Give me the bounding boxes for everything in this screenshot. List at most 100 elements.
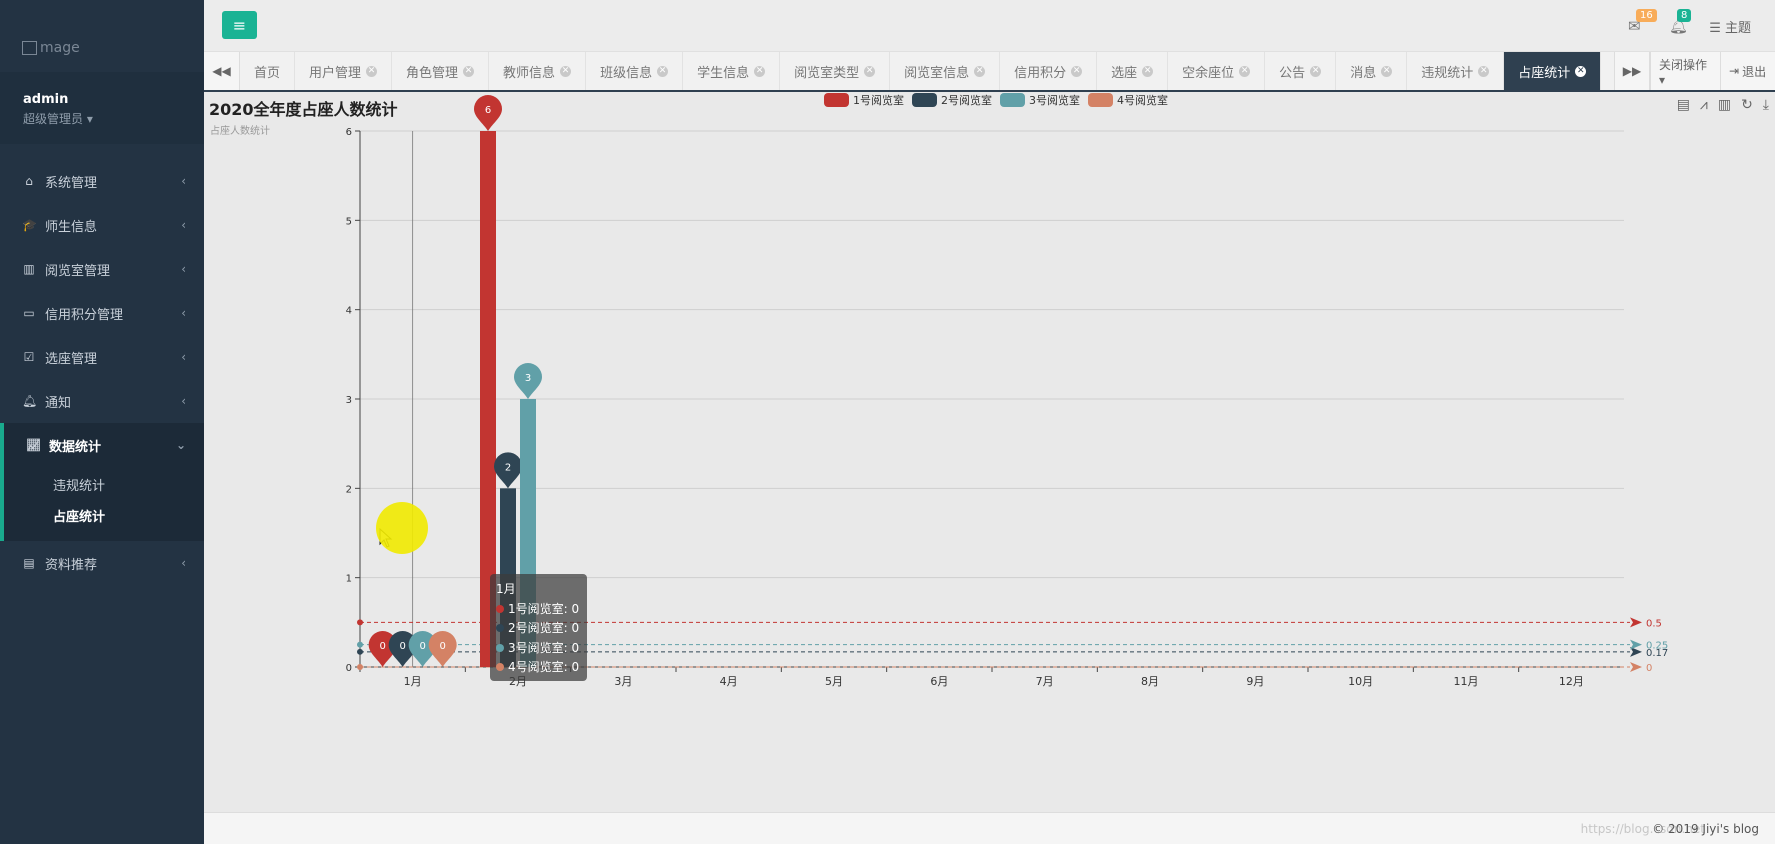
- user-role-dropdown[interactable]: 超级管理员 ▾: [23, 112, 93, 126]
- tab-label: 公告: [1279, 65, 1306, 81]
- tab-home[interactable]: 首页: [240, 52, 296, 90]
- brand-logo: mage: [0, 0, 204, 72]
- page-tabs: ◀◀ 首页 用户管理 ✕ 角色管理 ✕ 教师信息 ✕ 班级信息 ✕ 学生信息 ✕ 阅览室类…: [204, 52, 1775, 92]
- bar-chart-icon[interactable]: ▥: [1717, 97, 1732, 113]
- tab-label: 信用积分: [1014, 65, 1067, 81]
- tab-seat-select[interactable]: 选座 ✕: [1097, 52, 1169, 90]
- sidebar-item-label: 系统管理: [45, 175, 98, 191]
- backward-icon: ◀◀: [212, 64, 231, 78]
- close-icon[interactable]: ✕: [366, 65, 378, 77]
- sidebar-item-credit[interactable]: ▭ 信用积分管理 ‹: [0, 291, 204, 335]
- markpoint-pin: [474, 95, 502, 131]
- tabs-scroll-right-button[interactable]: ▶▶: [1614, 52, 1650, 90]
- sidebar-subitem-occupancy[interactable]: 占座统计: [53, 510, 106, 525]
- chart-tooltip: 1月 1号阅览室: 0 2号阅览室: 0 3号阅览室: 0 4号阅览室: 0: [490, 574, 587, 681]
- book-open-icon: ▤: [23, 556, 35, 570]
- theme-label: 主题: [1724, 21, 1751, 36]
- user-profile[interactable]: admin 超级管理员 ▾: [0, 72, 204, 144]
- calendar-check-icon: ☑: [23, 350, 35, 364]
- markline-arrow: [1630, 662, 1642, 672]
- markpoint-pin: [494, 452, 522, 489]
- tab-list: 首页 用户管理 ✕ 角色管理 ✕ 教师信息 ✕ 班级信息 ✕ 学生信息 ✕ 阅览室类型 ✕ …: [240, 52, 1602, 90]
- tab-announcements[interactable]: 公告 ✕: [1265, 52, 1337, 90]
- notifications-button[interactable]: 🔔︎ 8: [1669, 9, 1692, 35]
- data-view-icon[interactable]: ▤: [1676, 97, 1690, 113]
- sidebar-item-system[interactable]: ⌂ 系统管理 ‹: [0, 159, 204, 203]
- refresh-icon[interactable]: ↻: [1741, 97, 1753, 113]
- user-name: admin: [23, 92, 69, 107]
- sidebar-subitem-violation[interactable]: 违规统计: [53, 479, 106, 494]
- sidebar-item-rooms[interactable]: ▥ 阅览室管理 ‹: [0, 247, 204, 291]
- legend-label: 3号阅览室: [1029, 93, 1080, 107]
- chevron-left-icon: ‹: [181, 174, 186, 188]
- sidebar-item-people[interactable]: 🎓 师生信息 ‹: [0, 203, 204, 247]
- tab-roles[interactable]: 角色管理 ✕: [392, 52, 490, 90]
- sidebar-item-stats[interactable]: 📈︎ 数据统计 ⌄: [0, 423, 204, 467]
- chevron-left-icon: ‹: [181, 218, 186, 232]
- close-icon[interactable]: ✕: [1575, 65, 1587, 77]
- close-icon[interactable]: ✕: [1239, 65, 1251, 77]
- legend-label: 4号阅览室: [1117, 93, 1168, 107]
- tab-messages[interactable]: 消息 ✕: [1336, 52, 1408, 90]
- markline-arrow: [1630, 639, 1642, 650]
- tooltip-row: 4号阅览室: 0: [496, 658, 581, 678]
- notification-count-badge: 8: [1677, 9, 1692, 22]
- tab-room-types[interactable]: 阅览室类型 ✕: [780, 52, 891, 90]
- tab-students[interactable]: 学生信息 ✕: [683, 52, 781, 90]
- tab-classes[interactable]: 班级信息 ✕: [586, 52, 684, 90]
- x-tick-label: 5月: [825, 675, 843, 688]
- download-icon[interactable]: ⤓: [1762, 97, 1769, 113]
- close-icon[interactable]: ✕: [560, 65, 572, 77]
- tasks-icon: ☰: [1709, 21, 1721, 36]
- close-operations-label: 关闭操作 ▾: [1659, 57, 1708, 87]
- close-icon[interactable]: ✕: [657, 65, 669, 77]
- toggle-menu-button[interactable]: ≡: [222, 11, 257, 39]
- line-chart-icon[interactable]: ⩘: [1699, 97, 1708, 113]
- tab-credit[interactable]: 信用积分 ✕: [1000, 52, 1098, 90]
- theme-button[interactable]: ☰ 主题: [1709, 17, 1751, 36]
- sidebar-item-label: 阅览室管理: [45, 263, 111, 279]
- tooltip-row: 2号阅览室: 0: [496, 619, 581, 639]
- close-icon[interactable]: ✕: [1310, 65, 1322, 77]
- tab-free-seats[interactable]: 空余座位 ✕: [1168, 52, 1266, 90]
- mail-button[interactable]: ✉ 16: [1628, 9, 1657, 35]
- x-tick-label: 11月: [1454, 675, 1479, 688]
- x-tick-label: 4月: [720, 675, 738, 688]
- markline-start-dot: [357, 648, 363, 655]
- tab-teachers[interactable]: 教师信息 ✕: [489, 52, 587, 90]
- y-tick-label: 1: [346, 574, 352, 585]
- tab-label: 阅览室类型: [794, 65, 860, 81]
- close-icon[interactable]: ✕: [974, 65, 986, 77]
- markpoint-pin: [514, 363, 542, 399]
- sidebar-item-resources[interactable]: ▤ 资料推荐 ‹: [0, 541, 204, 585]
- close-operations-dropdown[interactable]: 关闭操作 ▾: [1650, 52, 1720, 90]
- tab-room-info[interactable]: 阅览室信息 ✕: [890, 52, 1001, 90]
- close-icon[interactable]: ✕: [864, 65, 876, 77]
- sidebar-item-notice[interactable]: 🔔︎ 通知 ‹: [0, 379, 204, 423]
- markline-start-dot: [357, 664, 363, 670]
- sidebar-subnav-stats: 违规统计 占座统计: [0, 467, 204, 541]
- logout-button[interactable]: ⇥ 退出: [1720, 52, 1775, 90]
- tabs-scroll-left-button[interactable]: ◀◀: [204, 52, 240, 90]
- tab-label: 选座: [1111, 65, 1138, 81]
- legend-swatch: [912, 93, 937, 107]
- close-icon[interactable]: ✕: [1142, 65, 1154, 77]
- markpoint-label: 0: [439, 641, 445, 652]
- tab-occupancy-stats[interactable]: 占座统计 ✕: [1504, 52, 1602, 90]
- chevron-left-icon: ‹: [181, 556, 186, 570]
- close-icon[interactable]: ✕: [754, 65, 766, 77]
- close-icon[interactable]: ✕: [1478, 65, 1490, 77]
- close-icon[interactable]: ✕: [463, 65, 475, 77]
- footer: https://blog.csdn.net © 2019 Jiyi's blog: [204, 812, 1775, 844]
- tab-users[interactable]: 用户管理 ✕: [295, 52, 393, 90]
- x-tick-label: 12月: [1559, 675, 1584, 688]
- x-tick-label: 7月: [1036, 675, 1054, 688]
- sidebar-item-seat[interactable]: ☑ 选座管理 ‹: [0, 335, 204, 379]
- close-icon[interactable]: ✕: [1381, 65, 1393, 77]
- close-icon[interactable]: ✕: [1071, 65, 1083, 77]
- markpoint-label: 0: [419, 641, 425, 652]
- tab-violation-stats[interactable]: 违规统计 ✕: [1407, 52, 1505, 90]
- legend-label: 1号阅览室: [853, 93, 904, 107]
- markpoint-pin: [428, 631, 457, 667]
